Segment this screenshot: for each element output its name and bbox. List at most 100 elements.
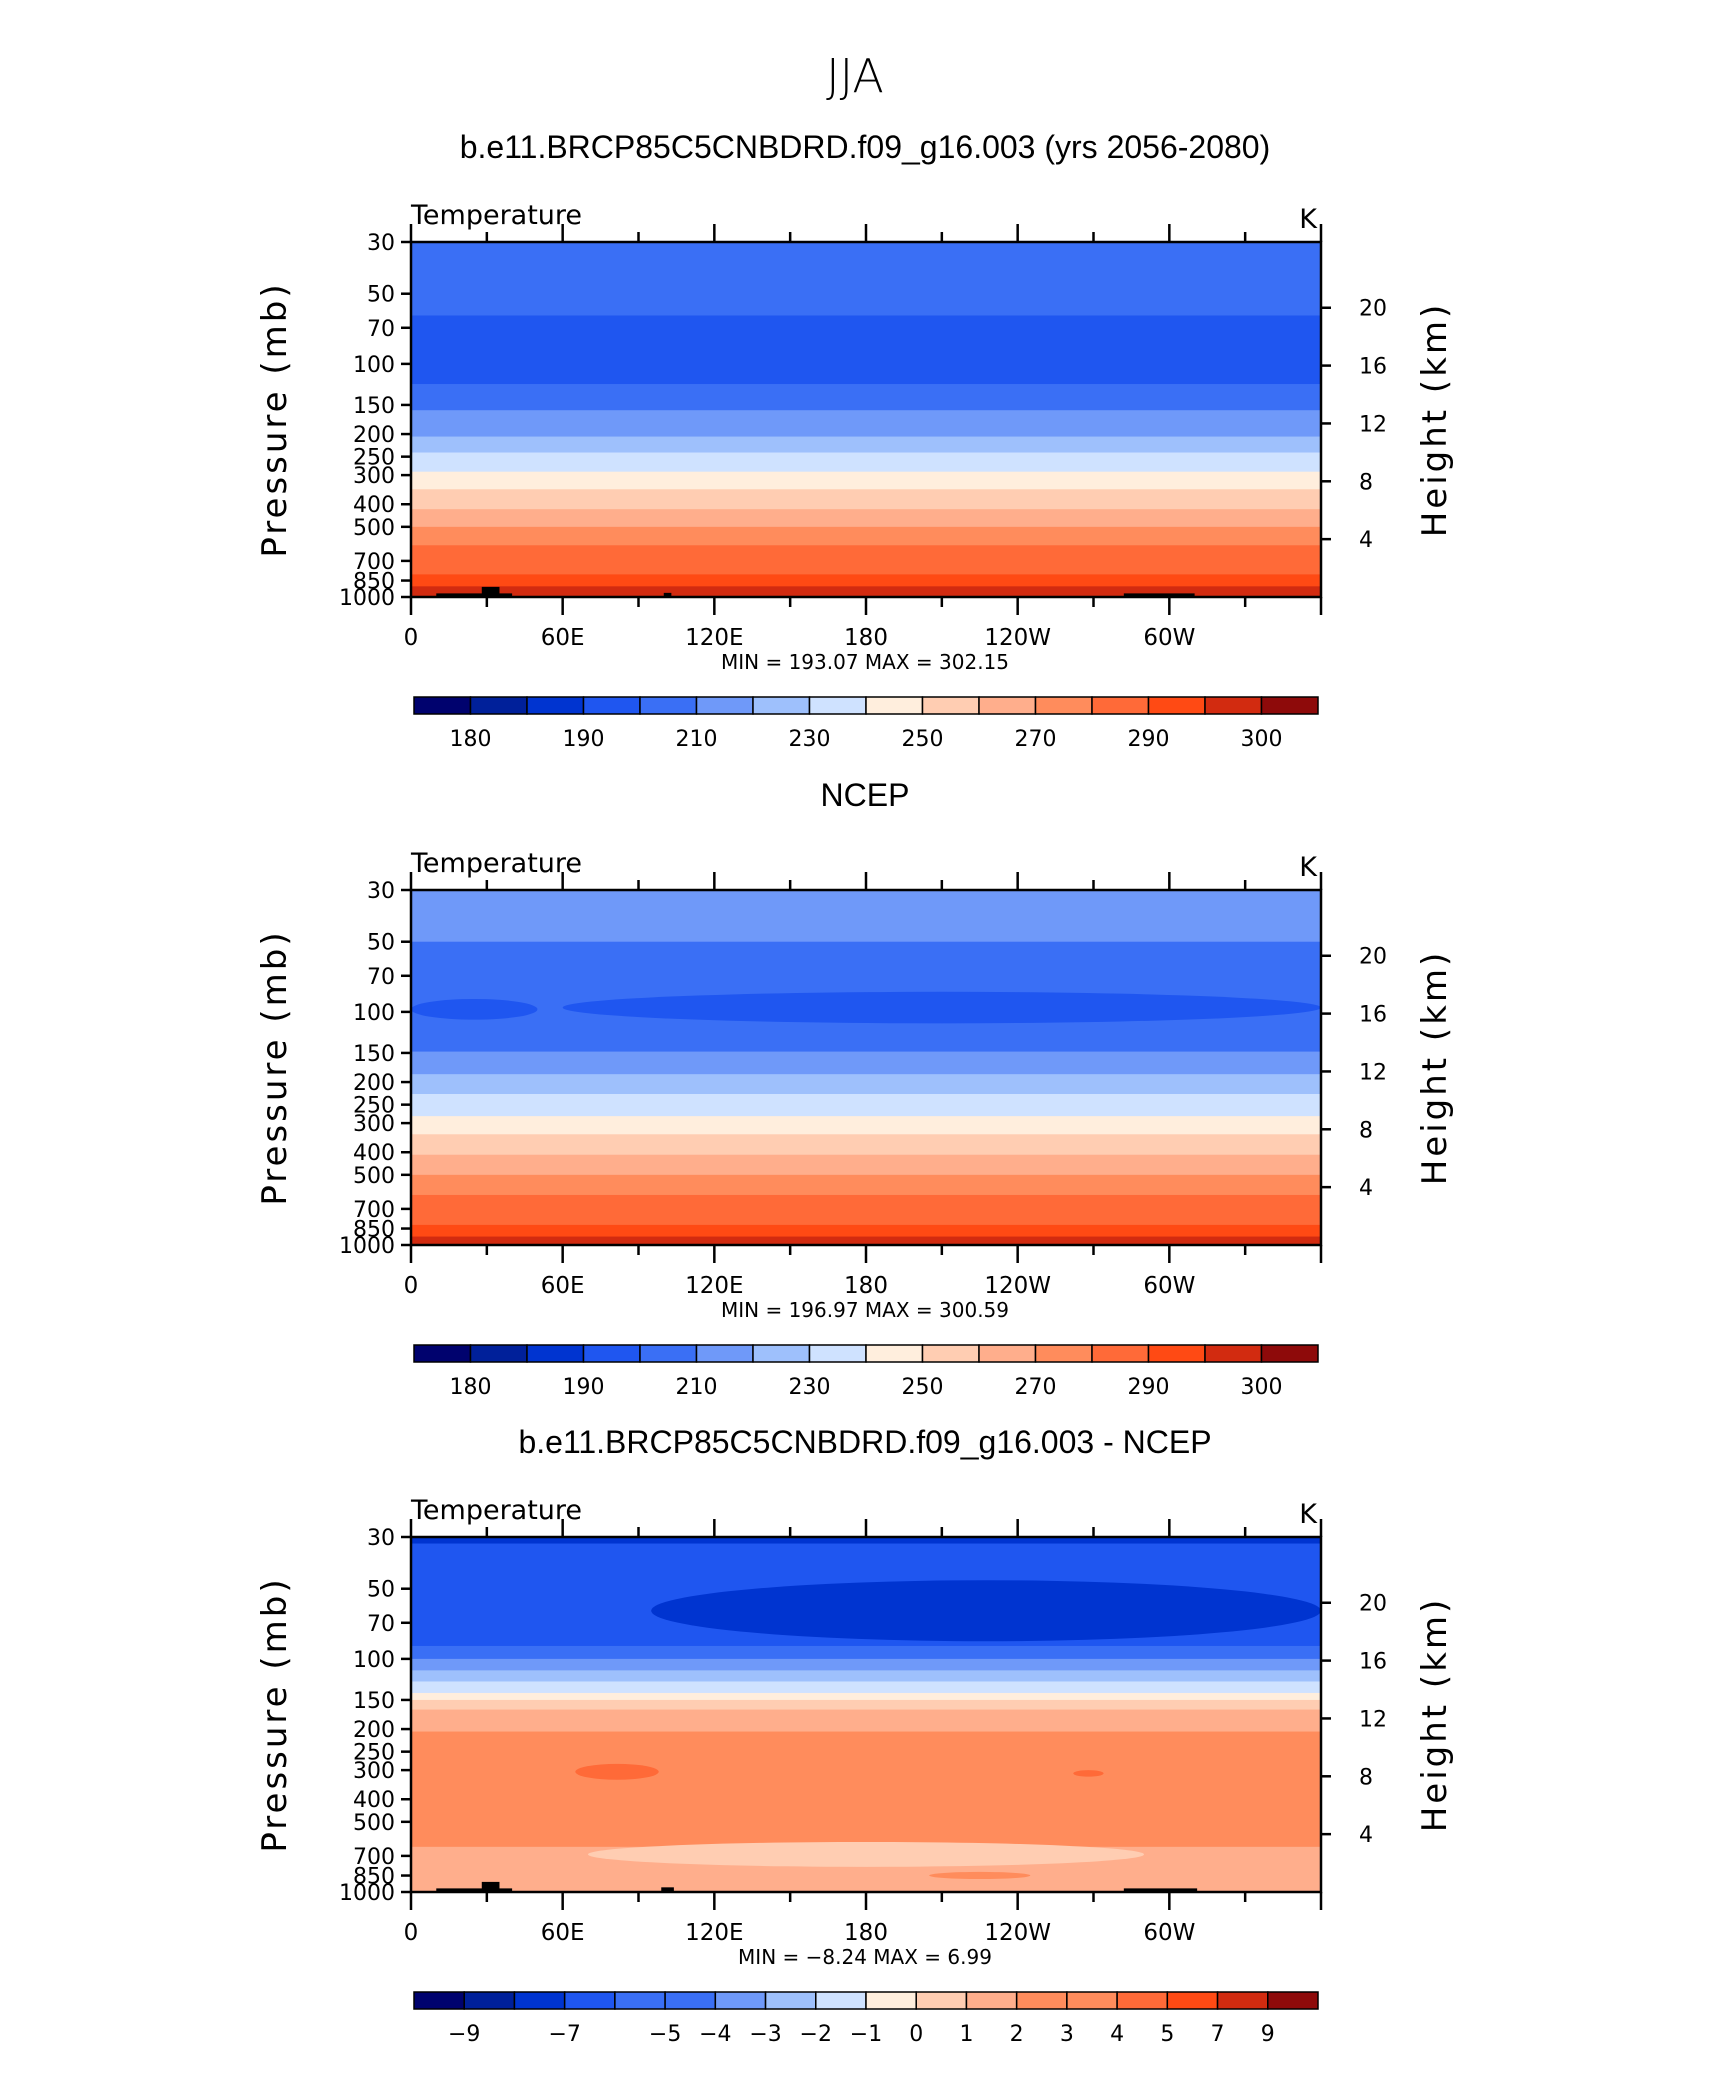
- y-tick-label: 30: [367, 1526, 395, 1551]
- contour-band: [411, 315, 1321, 385]
- colorbar-box: [865, 1344, 924, 1363]
- contour-band: [411, 1116, 1321, 1135]
- colorbar-box: [413, 1344, 472, 1363]
- colorbar-box: [965, 1991, 1018, 2010]
- colorbar-box: [639, 1344, 698, 1363]
- figure-title: JJA: [826, 49, 884, 103]
- y-tick-label: 700: [353, 1198, 395, 1223]
- colorbar-label: 0: [909, 2022, 923, 2047]
- panel-title: NCEP: [821, 777, 910, 813]
- colorbar-label: 180: [450, 1375, 492, 1400]
- y-tick-label: 1000: [339, 586, 395, 611]
- colorbar-label: 250: [902, 1375, 944, 1400]
- y-tick-label: 1000: [339, 1881, 395, 1906]
- variable-label: Temperature: [410, 848, 582, 879]
- y-tick-label: 150: [353, 1689, 395, 1714]
- y-axis-label: Pressure (mb): [255, 281, 295, 557]
- y-tick-label: 70: [367, 1612, 395, 1637]
- y-tick-label: 30: [367, 231, 395, 256]
- y-right-tick-label: 12: [1359, 1707, 1387, 1732]
- y-tick-label: 700: [353, 550, 395, 575]
- units-label: K: [1299, 1499, 1318, 1530]
- panel-1: b.e11.BRCP85C5CNBDRD.f09_g16.003 (yrs 20…: [255, 129, 1455, 752]
- contour-band: [411, 1692, 1321, 1701]
- y-tick-label: 300: [353, 1112, 395, 1137]
- colorbar-box: [526, 1344, 585, 1363]
- y-tick-label: 500: [353, 1811, 395, 1836]
- x-tick-label: 60E: [541, 1273, 585, 1299]
- x-tick-label: 120E: [685, 625, 743, 651]
- y-tick-label: 70: [367, 965, 395, 990]
- x-tick-label: 60W: [1143, 1920, 1195, 1946]
- x-tick-label: 180: [844, 625, 888, 651]
- panel-3: b.e11.BRCP85C5CNBDRD.f09_g16.003 - NCEP T…: [255, 1424, 1455, 2047]
- contour-band: [411, 1224, 1321, 1238]
- contour-band: [411, 1154, 1321, 1176]
- colorbar-box: [563, 1991, 616, 2010]
- colorbar: −9 −7 −5 −4 −3 −2 −1 0 1 2 3 4 5 7 9: [413, 1991, 1319, 2047]
- colorbar-box: [921, 696, 980, 715]
- land-mask: [481, 586, 500, 597]
- contour-band: [411, 242, 1321, 316]
- y-right-tick-label: 12: [1359, 1060, 1387, 1085]
- y-right-axis-label: Height (km): [1415, 950, 1455, 1186]
- contour-blob: [1073, 1770, 1104, 1777]
- y-tick-label: 200: [353, 423, 395, 448]
- colorbar-label: 300: [1241, 727, 1283, 752]
- y-right-tick-label: 4: [1359, 1176, 1373, 1201]
- colorbar-box: [1034, 696, 1093, 715]
- colorbar-box: [582, 1344, 641, 1363]
- colorbar-label: 290: [1128, 727, 1170, 752]
- x-tick-label: 180: [844, 1273, 888, 1299]
- colorbar-box: [752, 696, 811, 715]
- colorbar-box: [664, 1991, 717, 2010]
- colorbar-box: [695, 1344, 754, 1363]
- contour-band: [411, 890, 1321, 943]
- panel-2: NCEP Temperature K 0 60E 120E 180 120W 60W 30 50 70…: [255, 777, 1455, 1400]
- colorbar-box: [1260, 696, 1319, 715]
- min-max-stats: MIN = 193.07 MAX = 302.15: [721, 650, 1009, 674]
- colorbar-label: −4: [699, 2022, 731, 2047]
- colorbar-box: [1260, 1344, 1319, 1363]
- contour-band: [411, 1670, 1321, 1682]
- colorbar-label: −7: [548, 2022, 580, 2047]
- y-tick-label: 400: [353, 493, 395, 518]
- colorbar-box: [808, 696, 867, 715]
- colorbar-box: [526, 696, 585, 715]
- y-right-tick-label: 20: [1359, 945, 1387, 970]
- colorbar-box: [463, 1991, 516, 2010]
- contour-band: [411, 1051, 1321, 1075]
- contour-band: [411, 452, 1321, 473]
- colorbar-label: 1: [959, 2022, 973, 2047]
- variable-label: Temperature: [410, 200, 582, 231]
- colorbar-box: [915, 1991, 968, 2010]
- contour-field: [411, 890, 1321, 1245]
- colorbar-box: [921, 1344, 980, 1363]
- colorbar: 180 190 210 230 250 270 290 300: [413, 696, 1319, 752]
- contour-band: [411, 1645, 1321, 1660]
- colorbar-box: [978, 696, 1037, 715]
- colorbar-box: [1015, 1991, 1068, 2010]
- x-tick-label: 120E: [685, 1920, 743, 1946]
- contour-band: [411, 574, 1321, 587]
- y-right-tick-label: 8: [1359, 470, 1373, 495]
- panel-title: b.e11.BRCP85C5CNBDRD.f09_g16.003 - NCEP: [518, 1424, 1211, 1460]
- units-label: K: [1299, 852, 1318, 883]
- y-right-tick-label: 8: [1359, 1765, 1373, 1790]
- land-mask: [1123, 1888, 1198, 1892]
- y-tick-label: 250: [353, 1094, 395, 1119]
- colorbar-box: [764, 1991, 817, 2010]
- x-tick-label: 120W: [984, 625, 1051, 651]
- y-tick-label: 850: [353, 1865, 395, 1890]
- y-tick-label: 150: [353, 1042, 395, 1067]
- y-right-tick-label: 16: [1359, 355, 1387, 380]
- panel-title: b.e11.BRCP85C5CNBDRD.f09_g16.003 (yrs 20…: [460, 129, 1271, 165]
- colorbar-label: 3: [1060, 2022, 1074, 2047]
- contour-band: [411, 1134, 1321, 1156]
- x-tick-label: 60E: [541, 1920, 585, 1946]
- x-tick-label: 120E: [685, 1273, 743, 1299]
- y-tick-label: 1000: [339, 1234, 395, 1259]
- y-right-tick-label: 20: [1359, 297, 1387, 322]
- y-tick-label: 200: [353, 1718, 395, 1743]
- x-tick-label: 120W: [984, 1920, 1051, 1946]
